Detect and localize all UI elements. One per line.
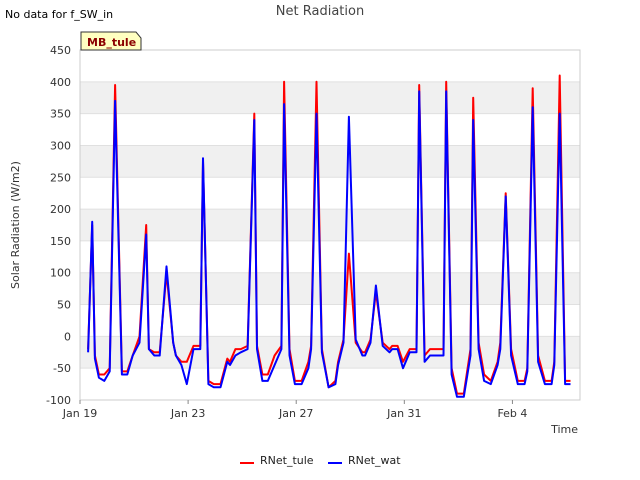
y-tick-label: 50 (57, 299, 71, 312)
chart-title: Net Radiation (276, 4, 364, 19)
site-badge: MB_tule (80, 31, 142, 51)
y-tick-label: 100 (50, 267, 71, 280)
background-band (80, 145, 580, 178)
y-tick-label: 400 (50, 76, 71, 89)
y-tick-label: 0 (64, 330, 71, 343)
y-tick-label: 300 (50, 139, 71, 152)
background-band (80, 272, 580, 305)
y-tick-label: 200 (50, 203, 71, 216)
x-tick-label: Jan 23 (170, 407, 205, 420)
series-line-RNet_wat (87, 90, 571, 398)
y-tick-label: 350 (50, 108, 71, 121)
x-axis-title: Time (550, 423, 578, 436)
y-tick-label: 450 (50, 44, 71, 57)
background-band (80, 81, 580, 114)
plot-background-bands (80, 81, 580, 369)
legend-label: RNet_wat (348, 454, 401, 467)
y-tick-label: 250 (50, 171, 71, 184)
x-axis-ticks: Jan 19 Jan 23 Jan 27 Jan 31 Feb 4 (62, 400, 527, 420)
x-tick-label: Jan 19 (62, 407, 97, 420)
x-tick-label: Feb 4 (497, 407, 527, 420)
no-data-note: No data for f_SW_in (5, 8, 113, 21)
y-tick-label: -100 (46, 394, 71, 407)
y-tick-label: 150 (50, 235, 71, 248)
legend-label: RNet_tule (260, 454, 314, 467)
site-badge-shape (80, 31, 142, 51)
site-badge-label: MB_tule (87, 36, 136, 49)
background-band (80, 209, 580, 241)
y-axis-ticks: -100 -50 0 50 100 150 200 250 300 350 400 450 (46, 44, 71, 407)
legend: RNet_tule RNet_wat (240, 454, 401, 467)
y-axis-title: Solar Radiation (W/m2) (9, 161, 22, 289)
y-tick-label: -50 (53, 362, 71, 375)
plot-frame (79, 49, 581, 401)
x-tick-label: Jan 31 (386, 407, 421, 420)
x-tick-label: Jan 27 (278, 407, 313, 420)
series-layer (87, 74, 571, 398)
